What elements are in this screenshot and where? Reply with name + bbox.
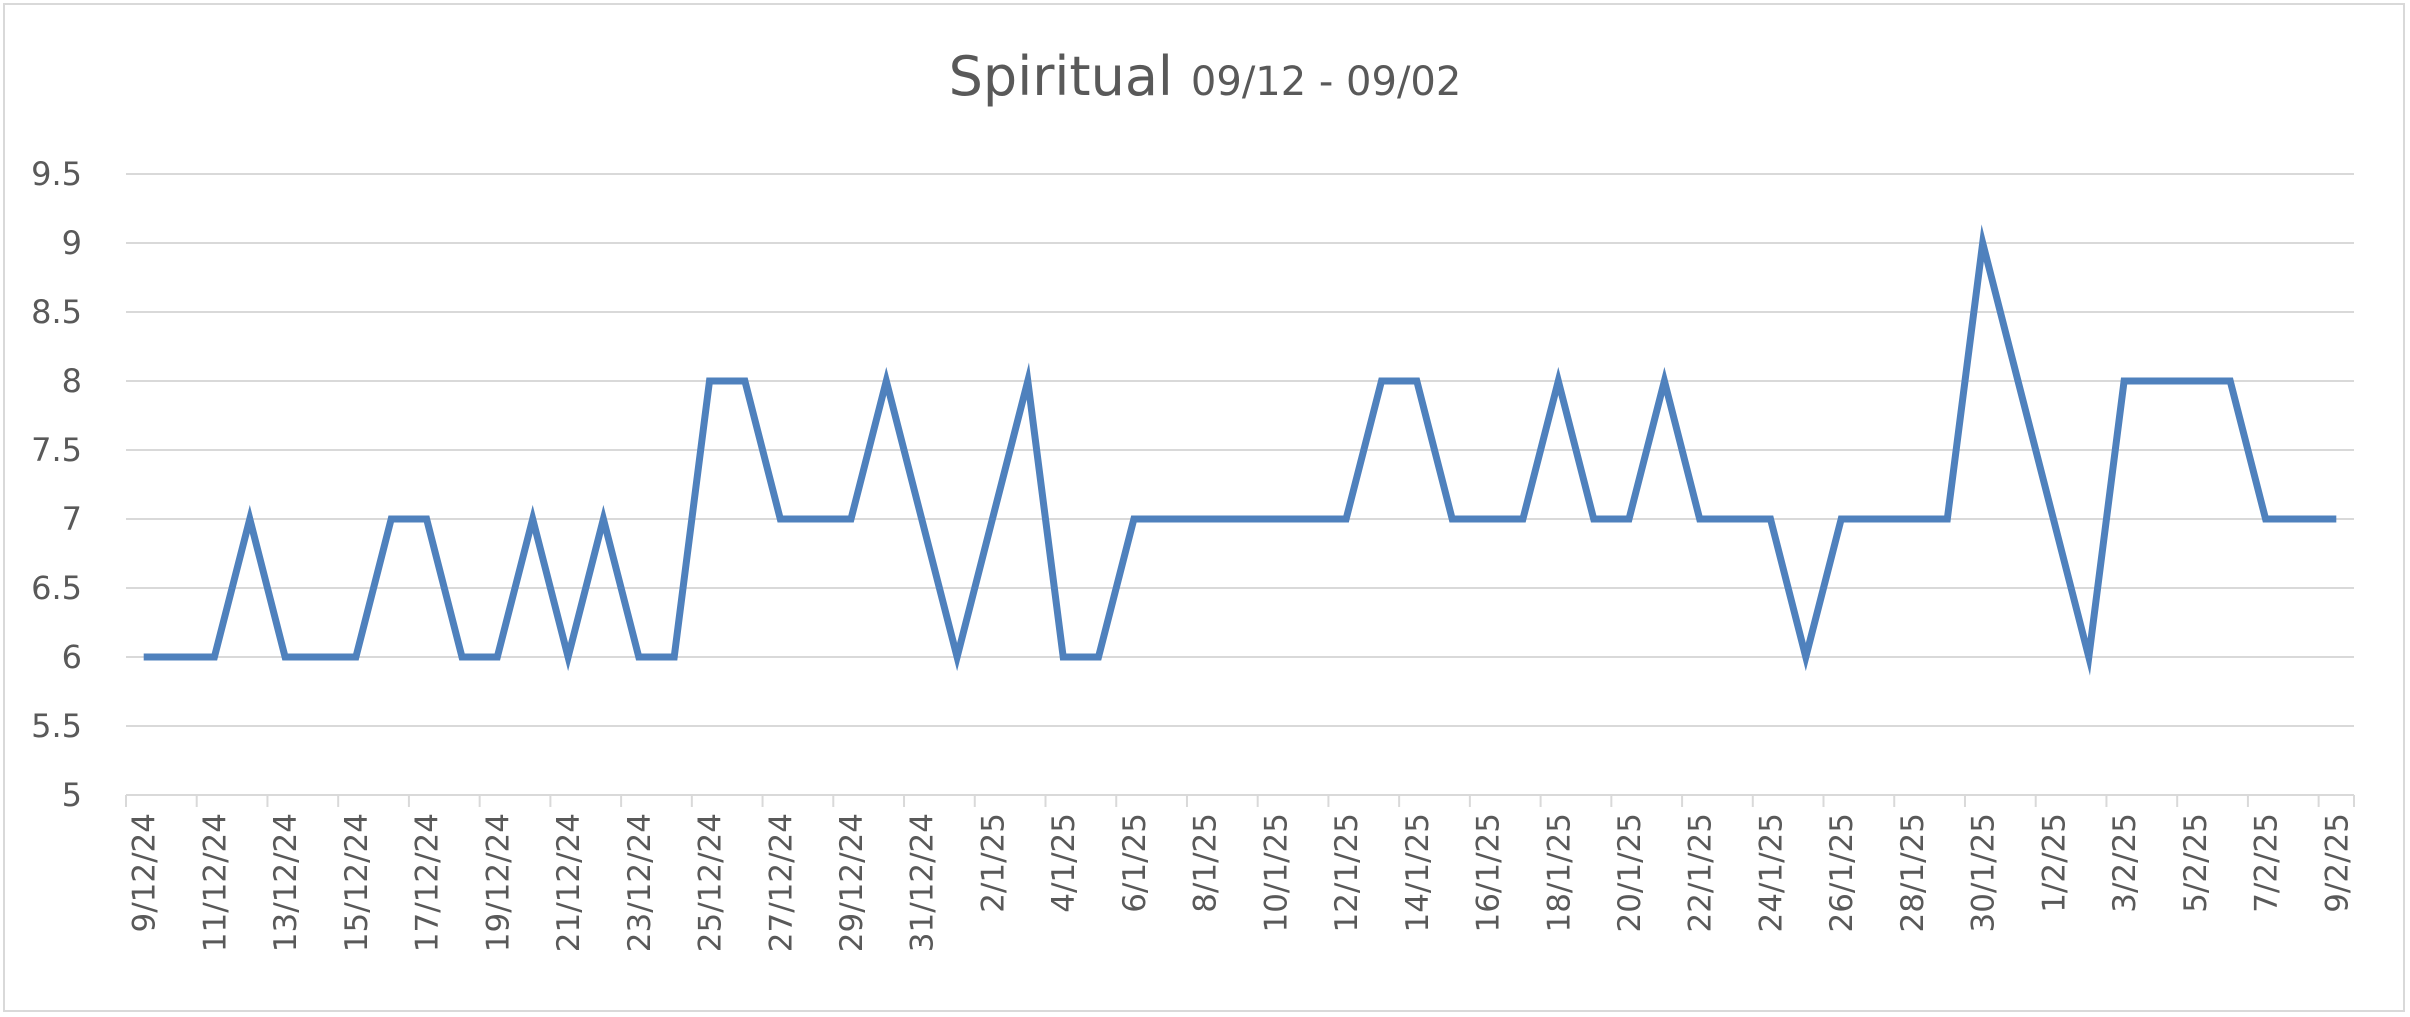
x-tick-label: 11/12/24 <box>197 813 233 952</box>
y-tick-label: 9 <box>62 224 82 262</box>
x-tick-label: 19/12/24 <box>480 813 516 952</box>
y-tick-label: 9.5 <box>31 155 82 193</box>
x-tick-label: 10/1/25 <box>1258 813 1294 933</box>
y-tick-label: 5 <box>62 776 82 814</box>
x-tick-label: 23/12/24 <box>622 813 658 952</box>
x-tick-label: 15/12/24 <box>339 813 375 952</box>
y-tick-label: 8 <box>62 362 82 400</box>
y-axis: 5 5.5 6 6.5 7 7.5 8 8.5 9 9.5 <box>31 155 82 814</box>
y-tick-label: 8.5 <box>31 293 82 331</box>
series-line <box>143 224 2337 676</box>
chart-title-main: Spiritual <box>949 45 1173 108</box>
chart-title-date-range: 09/12 - 09/02 <box>1191 59 1461 105</box>
x-tick-label: 16/1/25 <box>1471 813 1507 933</box>
y-tick-label: 6 <box>62 638 82 676</box>
x-tick-label: 27/12/24 <box>763 813 799 952</box>
x-tick-label: 28/1/25 <box>1895 813 1931 933</box>
x-tick-label: 7/2/25 <box>2249 813 2285 913</box>
x-tick-label: 1/2/25 <box>2036 813 2072 913</box>
y-tick-label: 5.5 <box>31 707 82 745</box>
x-tick-label: 9/12/24 <box>127 813 163 933</box>
x-tick-label: 29/12/24 <box>834 813 870 952</box>
x-tick-label: 21/12/24 <box>551 813 587 952</box>
x-tick-label: 17/12/24 <box>410 813 446 952</box>
x-tick-label: 18/1/25 <box>1541 813 1577 933</box>
x-tick-label: 26/1/25 <box>1824 813 1860 933</box>
y-tick-label: 7 <box>62 500 82 538</box>
x-tick-label: 4/1/25 <box>1046 813 1082 913</box>
chart-title: Spiritual 09/12 - 09/02 <box>949 45 1462 108</box>
x-tick-label: 12/1/25 <box>1329 813 1365 933</box>
x-tick-label: 9/2/25 <box>2319 813 2355 913</box>
x-tick-label: 2/1/25 <box>975 813 1011 913</box>
x-tick-label: 3/2/25 <box>2107 813 2143 913</box>
x-tick-label: 20/1/25 <box>1612 813 1648 933</box>
x-tick-label: 31/12/24 <box>905 813 941 952</box>
x-tick-label: 14/1/25 <box>1400 813 1436 933</box>
x-tick-label: 24/1/25 <box>1753 813 1789 933</box>
x-tick-label: 6/1/25 <box>1117 813 1153 913</box>
x-tick-label: 22/1/25 <box>1683 813 1719 933</box>
y-tick-label: 7.5 <box>31 431 82 469</box>
x-tick-label: 25/12/24 <box>693 813 729 952</box>
x-tick-label: 8/1/25 <box>1188 813 1224 913</box>
y-tick-label: 6.5 <box>31 569 82 607</box>
x-tick-label: 13/12/24 <box>268 813 304 952</box>
chart-frame <box>3 3 2405 1012</box>
series-layer <box>143 224 2337 676</box>
x-tick-label: 30/1/25 <box>1966 813 2002 933</box>
x-axis: 9/12/24 11/12/24 13/12/24 15/12/24 17/12/24 1… <box>125 794 2355 952</box>
x-tick-label: 5/2/25 <box>2178 813 2214 913</box>
